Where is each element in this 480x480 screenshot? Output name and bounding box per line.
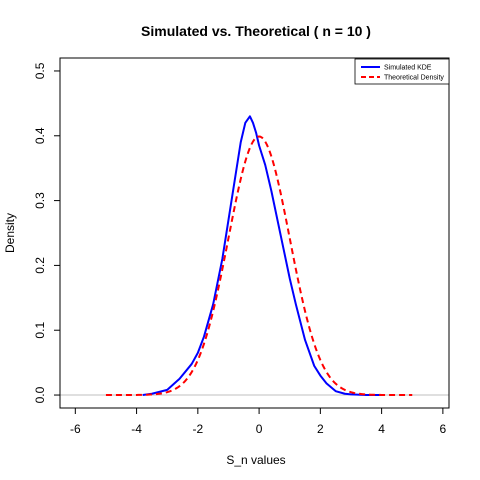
series-line-simulated-kde [142, 115, 382, 397]
x-axis-label: S_n values [226, 453, 285, 467]
plot-frame [59, 57, 450, 409]
chart-title: Simulated vs. Theoretical ( n = 10 ) [141, 23, 371, 39]
y-tick-label: 0.5 [33, 62, 47, 79]
y-tick-label: 0.3 [33, 192, 47, 209]
x-tick-label: 2 [317, 422, 324, 436]
series-line-theoretical-density [105, 135, 413, 397]
legend-box [354, 58, 450, 85]
legend-label-simulated: Simulated KDE [384, 65, 432, 72]
y-tick-label: 0.0 [33, 386, 47, 403]
x-tick-label: 0 [256, 422, 263, 436]
legend-label-theoretical: Theoretical Density [384, 75, 444, 82]
plot-area: -6 -4 -2 0 2 4 6 0.0 0.1 0.2 0.3 0.4 0.5 [33, 57, 450, 436]
x-tick-label: 6 [440, 422, 447, 436]
x-tick-label: -2 [192, 422, 203, 436]
x-tick-label: -6 [70, 422, 81, 436]
y-axis-label: Density [3, 213, 17, 253]
y-tick-label: 0.4 [33, 127, 47, 144]
legend: Simulated KDE Theoretical Density [354, 58, 450, 85]
y-tick-label: 0.2 [33, 257, 47, 274]
y-tick-label: 0.1 [33, 322, 47, 339]
x-tick-label: -4 [131, 422, 142, 436]
x-tick-label: 4 [378, 422, 385, 436]
